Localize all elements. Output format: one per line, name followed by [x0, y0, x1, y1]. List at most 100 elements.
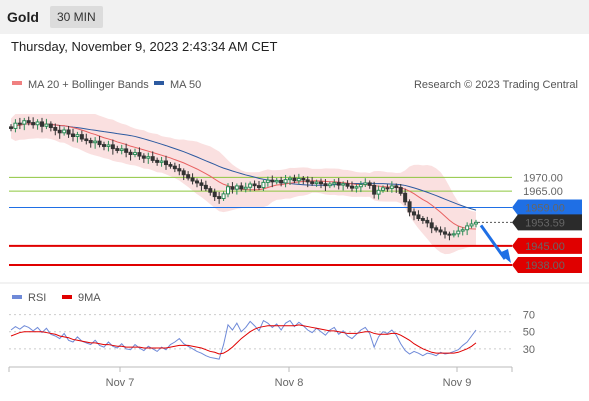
candle-body [345, 183, 350, 187]
level-label: 1938.00 [525, 260, 565, 272]
rsi-tick-label: 70 [523, 310, 535, 322]
price-tag-current: 1953.59 [512, 214, 582, 231]
candle-body [381, 187, 385, 191]
level-label: 1959.00 [525, 203, 565, 215]
candle-body [358, 184, 363, 188]
candle-body [195, 180, 199, 184]
candle-body [265, 179, 270, 183]
candle-body [248, 183, 253, 188]
candle-body [274, 179, 279, 183]
candle-body [412, 211, 416, 216]
candle [243, 182, 248, 193]
candle [314, 179, 319, 187]
candle-body [394, 185, 399, 189]
candle-body [221, 193, 226, 200]
candle-body [150, 156, 155, 161]
candle-body [474, 221, 478, 225]
candle [403, 188, 408, 206]
candle-body [252, 183, 257, 187]
candle-body [341, 183, 346, 186]
candle [146, 152, 151, 164]
candle-body [44, 123, 49, 127]
candle-body [53, 127, 58, 131]
candle [57, 125, 62, 139]
candle [385, 184, 390, 192]
tag-shape [512, 214, 582, 231]
candle-body [443, 231, 447, 235]
candle [124, 143, 129, 158]
candle [230, 182, 235, 194]
candle [119, 144, 124, 155]
candle [341, 181, 346, 191]
candle [168, 162, 173, 169]
candle [429, 218, 434, 234]
ma20-line [10, 123, 477, 230]
candle-body [115, 148, 120, 151]
candle-body [48, 123, 53, 129]
candle-body [208, 188, 213, 193]
candle-body [425, 219, 430, 224]
candle [394, 183, 399, 193]
candle-body [332, 182, 337, 185]
candle-body [305, 179, 310, 183]
candle [416, 210, 421, 221]
candle [150, 151, 155, 163]
moving-averages [10, 123, 477, 230]
candle [159, 156, 164, 167]
candle-body [438, 229, 443, 233]
rsi-tick-label: 30 [523, 344, 535, 356]
legend-rsi-swatch [12, 295, 22, 299]
candle-body [97, 140, 102, 146]
rsi-panel: 70 50 30 [9, 310, 535, 360]
candle-body [93, 140, 98, 144]
candle [97, 135, 102, 148]
candle [181, 168, 186, 181]
candle-body [119, 148, 124, 151]
candle-body [407, 201, 412, 213]
candle [62, 127, 67, 136]
candle [354, 184, 359, 193]
candle [164, 155, 168, 170]
candle [296, 173, 301, 185]
candle [332, 179, 337, 188]
candle-body [84, 138, 89, 142]
candle [13, 119, 18, 133]
candle [270, 175, 275, 188]
candle [350, 181, 354, 192]
candle [115, 145, 120, 154]
candle-body [155, 159, 160, 163]
candle-body [106, 144, 111, 147]
symbol-title: Gold [7, 9, 39, 25]
candle [234, 183, 239, 195]
candle-body [451, 233, 456, 236]
candlesticks [9, 116, 478, 241]
candle-body [159, 160, 164, 163]
candle [155, 157, 160, 166]
candle [66, 125, 71, 138]
candle [190, 173, 195, 185]
candle-body [420, 218, 425, 221]
rsi-tick-label: 50 [523, 327, 535, 339]
candle-body [465, 225, 470, 231]
candle [292, 174, 297, 184]
candle-body [434, 227, 439, 231]
candle-body [128, 151, 133, 155]
candle [447, 231, 452, 241]
timeframe-button[interactable]: 30 MIN [50, 6, 103, 28]
candle [177, 164, 182, 176]
candle-body [372, 184, 377, 195]
candle-body [323, 183, 328, 187]
candle [301, 176, 306, 185]
candle-body [314, 181, 319, 184]
candle [274, 177, 279, 185]
candle [248, 181, 253, 192]
candle [137, 147, 142, 160]
candle [88, 137, 93, 148]
candle-body [283, 179, 288, 184]
candle-body [243, 186, 248, 190]
candle [451, 230, 456, 238]
candle-body [40, 121, 44, 127]
candle [239, 182, 244, 192]
candle [367, 180, 372, 189]
candle [26, 116, 31, 126]
